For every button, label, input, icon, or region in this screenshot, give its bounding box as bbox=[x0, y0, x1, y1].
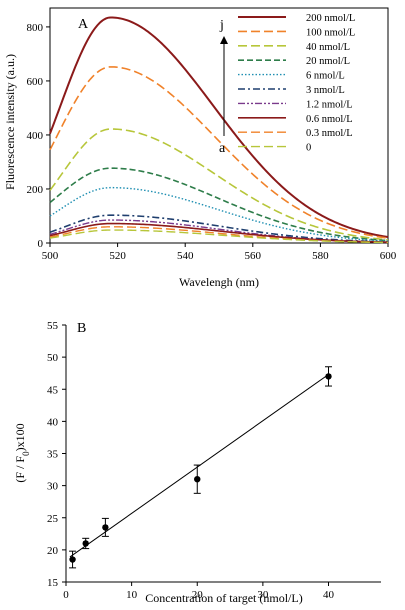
panel-a-y-tick-label: 600 bbox=[27, 76, 44, 88]
spectrum-line bbox=[49, 229, 389, 244]
panel-a-x-tick-label: 580 bbox=[312, 250, 329, 262]
spectrum-line bbox=[49, 167, 389, 242]
panel-b-y-tick-label: 45 bbox=[47, 384, 59, 396]
panel-b-y-tick-label: 15 bbox=[47, 577, 59, 589]
panel-b-y-tick-label: 40 bbox=[47, 416, 59, 428]
panel-a-x-tick-label: 500 bbox=[42, 250, 59, 262]
panel-a-x-tick-label: 520 bbox=[109, 250, 126, 262]
panel-b-y-tick-label: 55 bbox=[47, 320, 59, 332]
data-point bbox=[194, 476, 201, 483]
spectrum-line bbox=[49, 186, 389, 242]
panel-b-axes: 0 10 20 30 40 15 20 25 30 35 40 45 50 55 bbox=[47, 320, 381, 601]
spectrum-line bbox=[49, 128, 389, 241]
panel-b-x-axis-label: Concentration of target (nmol/L) bbox=[145, 591, 302, 605]
panel-a-x-tick-label: 560 bbox=[245, 250, 262, 262]
spectrum-line bbox=[49, 66, 389, 239]
panel-b-y-tick-label: 30 bbox=[47, 481, 59, 493]
panel-b-chart: (F / F0)x100 Concentration of target (nm… bbox=[13, 320, 381, 605]
panel-a-axes: 500 520 540 560 580 600 0 200 400 600 800 bbox=[27, 7, 397, 262]
panel-a-chart: Fluorescence intensity (a.u.) Wavelengh … bbox=[3, 7, 397, 289]
panel-a-y-axis-label: Fluorescence intensity (a.u.) bbox=[3, 54, 17, 190]
panel-a-y-tick-label: 800 bbox=[27, 22, 44, 34]
legend-label: 20 nmol/L bbox=[306, 56, 350, 67]
panel-b-y-tick-label: 50 bbox=[47, 352, 59, 364]
panel-b-x-tick-label: 30 bbox=[257, 589, 269, 601]
panel-a-y-tick-label: 400 bbox=[27, 130, 44, 142]
arrow-top-label: j bbox=[219, 18, 224, 33]
legend-label: 0 bbox=[306, 143, 311, 154]
panel-b-plot bbox=[69, 366, 332, 569]
spectrum-line bbox=[49, 222, 389, 243]
legend-label: 1.2 nmol/L bbox=[306, 99, 353, 110]
legend-label: 100 nmol/L bbox=[306, 27, 355, 38]
legend-label: 200 nmol/L bbox=[306, 13, 355, 24]
panel-a-plot-frame bbox=[49, 7, 389, 244]
panel-a-x-tick-label: 540 bbox=[177, 250, 194, 262]
legend-label: 0.6 nmol/L bbox=[306, 114, 353, 125]
spectrum-line bbox=[49, 214, 389, 243]
panel-a-x-tick-label: 600 bbox=[380, 250, 397, 262]
fit-line bbox=[69, 374, 329, 558]
data-point bbox=[69, 556, 76, 563]
panel-b-x-tick-label: 20 bbox=[192, 589, 204, 601]
panel-b-x-tick-label: 0 bbox=[63, 589, 69, 601]
legend-label: 6 nmol/L bbox=[306, 71, 345, 82]
legend-label: 40 nmol/L bbox=[306, 42, 350, 53]
panel-a-arrow: j a bbox=[219, 18, 228, 156]
panel-b-x-tick-label: 40 bbox=[323, 589, 335, 601]
panel-b-y-tick-label: 25 bbox=[47, 513, 59, 525]
data-point bbox=[82, 540, 89, 547]
arrow-bottom-label: a bbox=[219, 141, 226, 156]
panel-a-legend: 200 nmol/L 100 nmol/L 40 nmol/L 20 nmol/L 6 … bbox=[238, 13, 355, 154]
spectrum-line bbox=[49, 16, 389, 239]
legend-label: 3 nmol/L bbox=[306, 85, 345, 96]
concentration-arrow-head bbox=[220, 36, 228, 44]
legend-label: 0.3 nmol/L bbox=[306, 128, 353, 139]
panel-b-y-tick-label: 35 bbox=[47, 449, 59, 461]
panel-b-y-tick-label: 20 bbox=[47, 545, 59, 557]
panel-b-label: B bbox=[77, 321, 86, 336]
spectrum-line bbox=[49, 219, 389, 243]
panel-a-curves bbox=[49, 16, 389, 244]
panel-a-x-axis-label: Wavelengh (nm) bbox=[179, 275, 259, 289]
spectrum-line bbox=[49, 226, 389, 244]
panel-a-label: A bbox=[78, 17, 89, 32]
panel-a-y-tick-label: 200 bbox=[27, 184, 44, 196]
data-point bbox=[102, 524, 109, 531]
panel-a-y-tick-label: 0 bbox=[38, 238, 44, 250]
data-point bbox=[325, 373, 332, 380]
panel-b-x-tick-label: 10 bbox=[126, 589, 138, 601]
panel-b-y-axis-label: (F / F0)x100 bbox=[13, 423, 31, 482]
